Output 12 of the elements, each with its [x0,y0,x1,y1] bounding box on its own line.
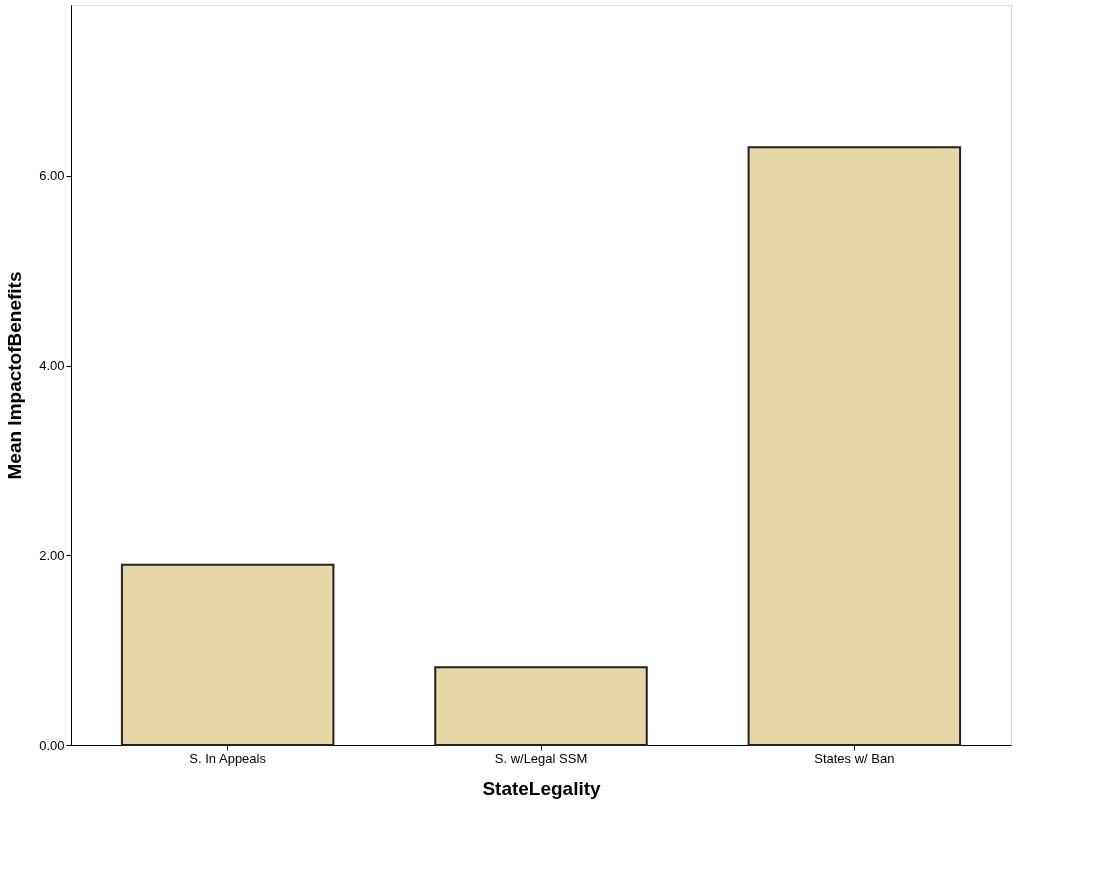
y-tick-label: 6.00 [39,168,65,184]
y-tick-label: 0.00 [39,737,65,753]
x-tick-label: S. w/Legal SSM [494,750,588,766]
bar [434,666,648,746]
y-tick-label: 2.00 [39,547,65,563]
bar [120,563,335,746]
bar [747,146,962,746]
x-axis-title: StateLegality [482,777,602,799]
x-tick-label: S. In Appeals [189,750,267,766]
y-axis-title: Mean ImpactofBenefits [4,271,26,480]
x-tick-label: States w/ Ban [814,750,895,766]
y-tick-label: 4.00 [39,358,65,374]
